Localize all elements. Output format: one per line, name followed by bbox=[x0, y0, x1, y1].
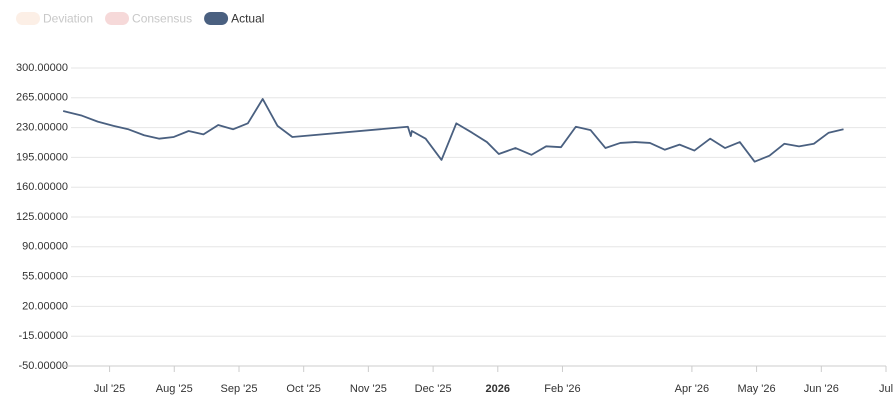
x-tick-label: Nov '25 bbox=[350, 383, 387, 395]
x-tick-label: Jul '25 bbox=[94, 383, 125, 395]
legend-swatch[interactable] bbox=[204, 12, 229, 25]
y-tick-label: 125.00000 bbox=[16, 211, 68, 223]
legend-label[interactable]: Consensus bbox=[132, 12, 192, 26]
x-tick-label: Jun '26 bbox=[804, 383, 839, 395]
y-tick-label: 195.00000 bbox=[16, 151, 68, 163]
x-tick-label: 2026 bbox=[486, 383, 510, 395]
series-line bbox=[62, 98, 844, 163]
y-tick-label: 300.00000 bbox=[16, 62, 68, 74]
x-tick-label: Aug '25 bbox=[156, 383, 193, 395]
legend-swatch[interactable] bbox=[16, 12, 40, 25]
legend-label[interactable]: Deviation bbox=[43, 12, 93, 26]
y-tick-label: 20.00000 bbox=[22, 300, 68, 312]
legend-swatch[interactable] bbox=[105, 12, 130, 25]
x-tick-label: Feb '26 bbox=[544, 383, 580, 395]
x-tick-label: Sep '25 bbox=[221, 383, 258, 395]
x-tick-label: Dec '25 bbox=[415, 383, 452, 395]
x-tick-label: May '26 bbox=[737, 383, 775, 395]
y-tick-label: 230.00000 bbox=[16, 122, 68, 134]
y-tick-label: 265.00000 bbox=[16, 92, 68, 104]
y-tick-label: 90.00000 bbox=[22, 241, 68, 253]
x-tick-label: Apr '26 bbox=[675, 383, 710, 395]
x-tick-label: Jul bbox=[879, 383, 893, 395]
y-tick-label: 55.00000 bbox=[22, 271, 68, 283]
y-tick-label: 160.00000 bbox=[16, 181, 68, 193]
x-tick-label: Oct '25 bbox=[286, 383, 321, 395]
y-tick-label: -50.00000 bbox=[18, 360, 68, 372]
y-tick-label: -15.00000 bbox=[18, 330, 68, 342]
legend-label[interactable]: Actual bbox=[231, 12, 264, 26]
